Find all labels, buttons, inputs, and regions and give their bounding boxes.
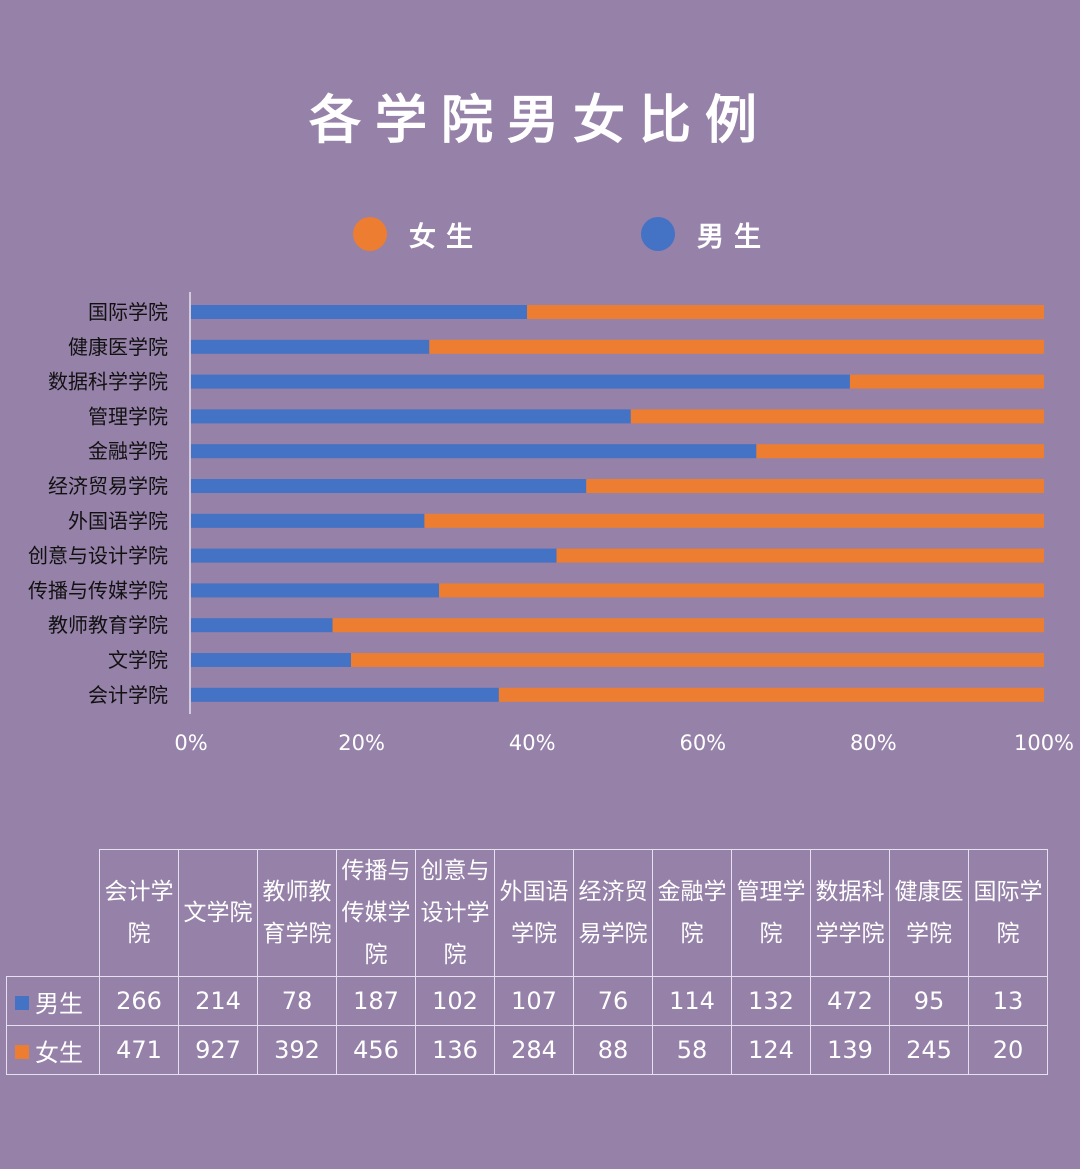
x-tick-label: 80% xyxy=(850,731,897,755)
table-header-cell: 国际学院 xyxy=(968,849,1048,977)
chart-title: 各学院男女比例 xyxy=(308,91,771,151)
female-legend-dot xyxy=(353,217,387,251)
bar-male xyxy=(191,618,333,633)
bar-male xyxy=(191,653,351,667)
bar-male xyxy=(191,444,757,459)
legend-female: 女生 xyxy=(353,214,483,254)
x-tick-label: 60% xyxy=(679,731,726,755)
bar-male xyxy=(191,687,499,702)
table-header-cell: 健康医 学院 xyxy=(889,849,969,977)
table-cell: 114 xyxy=(652,976,732,1026)
table-cell: 284 xyxy=(494,1025,574,1075)
data-table: 会计学院文学院 教师教 育学院 传播与 传媒学院创意与 设计学院外国语 学院 经济贸 易学院 金融… xyxy=(6,849,1048,1075)
bar-male xyxy=(191,513,425,528)
male-legend-dot xyxy=(641,217,675,251)
series-swatch xyxy=(15,995,29,1010)
table-cell: 927 xyxy=(178,1025,258,1075)
table-cell: 187 xyxy=(336,976,416,1026)
table-cell: 76 xyxy=(573,976,653,1026)
bar-female xyxy=(586,479,1044,493)
table-header-cell: 外国语 学院 xyxy=(494,849,574,977)
table-cell: 245 xyxy=(889,1025,969,1075)
category-label: 传播与传媒学院 xyxy=(28,578,168,602)
bar-female xyxy=(424,513,1044,528)
table-cell: 102 xyxy=(415,976,495,1026)
table-row: 女生 471 927 392 456 136 284 88 58 124 139 245 20 xyxy=(6,1025,1048,1075)
table-row-label: 男生 xyxy=(6,976,100,1026)
table-cell: 136 xyxy=(415,1025,495,1075)
category-label: 创意与设计学院 xyxy=(28,544,168,568)
bar-female xyxy=(756,444,1044,459)
table-header-cell: 数据科 学学院 xyxy=(810,849,890,977)
table-cell: 214 xyxy=(178,976,258,1026)
category-label: 金融学院 xyxy=(88,439,168,463)
table-cell: 472 xyxy=(810,976,890,1026)
x-tick-label: 40% xyxy=(509,731,556,755)
table-cell: 88 xyxy=(573,1025,653,1075)
category-label: 国际学院 xyxy=(88,300,168,324)
table-cell: 95 xyxy=(889,976,969,1026)
table-header-cell: 文学院 xyxy=(178,849,258,977)
legend-male: 男生 xyxy=(641,214,771,254)
table-cell: 124 xyxy=(731,1025,811,1075)
table-cell: 132 xyxy=(731,976,811,1026)
table-cell: 392 xyxy=(257,1025,337,1075)
table-row: 男生 266 214 78 187 102 107 76 114 132 472 95 13 xyxy=(6,976,1048,1026)
bar-male xyxy=(191,548,557,563)
bar-female xyxy=(556,548,1044,563)
male-legend-label: 男生 xyxy=(697,221,771,253)
table-row-label: 女生 xyxy=(6,1025,100,1075)
category-label: 文学院 xyxy=(108,648,168,672)
x-tick-label: 20% xyxy=(338,731,385,755)
table-cell: 20 xyxy=(968,1025,1048,1075)
category-label: 经济贸易学院 xyxy=(48,474,168,498)
table-header-cell: 教师教 育学院 xyxy=(257,849,337,977)
series-swatch xyxy=(15,1044,29,1059)
table-header-cell: 传播与 传媒学院 xyxy=(336,849,416,977)
x-tick-label: 0% xyxy=(174,731,207,755)
table-cell: 58 xyxy=(652,1025,732,1075)
table-corner xyxy=(7,850,100,977)
table-header-cell: 创意与 设计学院 xyxy=(415,849,495,977)
table-header-cell: 会计学院 xyxy=(99,849,179,977)
bar-female xyxy=(498,687,1044,702)
table-cell: 266 xyxy=(99,976,179,1026)
category-label: 会计学院 xyxy=(88,683,168,707)
category-label: 教师教育学院 xyxy=(48,613,168,637)
female-legend-label: 女生 xyxy=(409,221,483,253)
bar-female xyxy=(527,305,1044,319)
stacked-bar-chart: 国际学院健康医学院数据科学学院管理学院金融学院经济贸易学院外国语学院创意与设计学… xyxy=(28,292,1074,755)
table-header-cell: 管理学院 xyxy=(731,849,811,977)
table-cell: 456 xyxy=(336,1025,416,1075)
category-label: 数据科学学院 xyxy=(48,370,168,394)
table-header-row: 会计学院文学院 教师教 育学院 传播与 传媒学院创意与 设计学院外国语 学院 经济贸 易学院 金融… xyxy=(7,849,1048,977)
table-header-cell: 经济贸 易学院 xyxy=(573,849,653,977)
table-cell: 471 xyxy=(99,1025,179,1075)
bar-female xyxy=(439,583,1044,598)
table-cell: 78 xyxy=(257,976,337,1026)
category-label: 外国语学院 xyxy=(68,509,168,533)
bar-male xyxy=(191,479,587,493)
table-header-cell: 金融学院 xyxy=(652,849,732,977)
category-label: 管理学院 xyxy=(88,404,168,428)
bar-female xyxy=(849,374,1044,389)
category-label: 健康医学院 xyxy=(68,335,168,359)
bar-female xyxy=(630,409,1044,424)
bar-female xyxy=(429,339,1044,354)
bar-male xyxy=(191,374,850,389)
table-cell: 13 xyxy=(968,976,1048,1026)
bar-female xyxy=(332,618,1044,633)
x-tick-label: 100% xyxy=(1014,731,1074,755)
bar-male xyxy=(191,305,528,319)
bar-male xyxy=(191,409,631,424)
bar-male xyxy=(191,583,440,598)
table-cell: 139 xyxy=(810,1025,890,1075)
bar-male xyxy=(191,339,430,354)
table-cell: 107 xyxy=(494,976,574,1026)
bar-female xyxy=(350,653,1044,667)
